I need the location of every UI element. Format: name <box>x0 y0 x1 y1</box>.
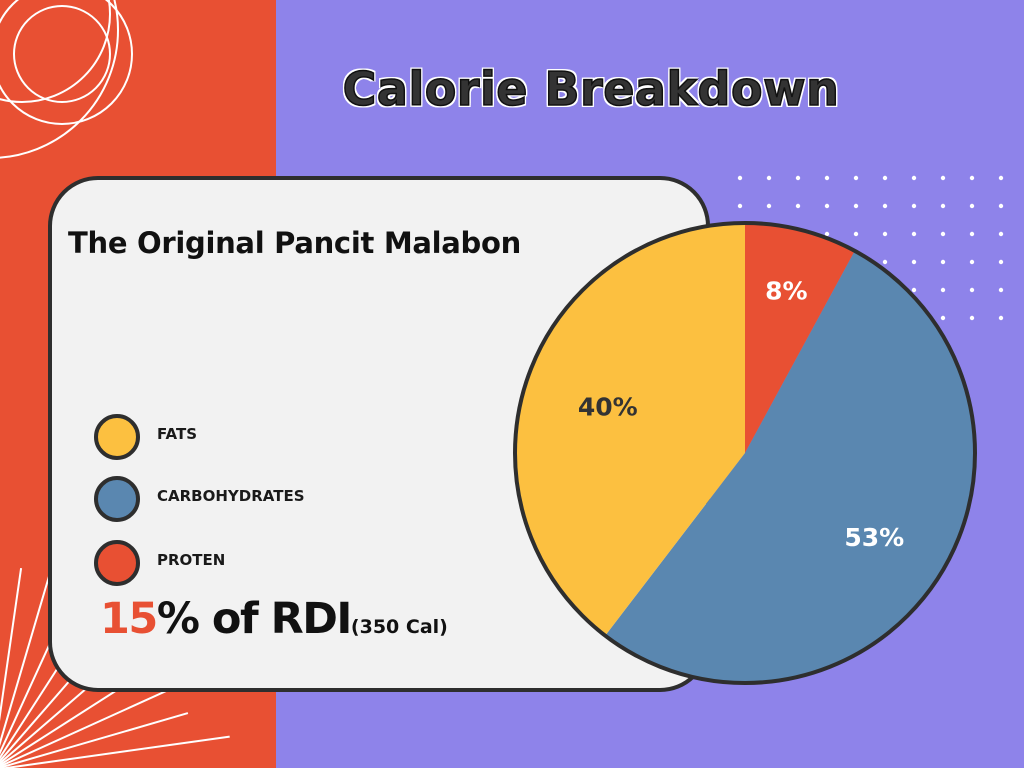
rdi-label: % of RDI <box>156 594 353 644</box>
legend-item-carbohydrates: CARBOHYDRATES <box>94 476 374 522</box>
dish-name: The Original Pancit Malabon <box>68 226 521 260</box>
page-title: Calorie Breakdown <box>342 61 840 117</box>
rdi-summary: 15% of RDI(350 Cal) <box>100 594 448 644</box>
data-label-carbohydrates: 53% <box>844 523 904 552</box>
legend-swatch-carbohydrates <box>94 476 140 522</box>
pie-slice-carbohydrates <box>605 250 976 684</box>
circle-rings-decoration <box>0 0 133 159</box>
pie-slice-fats <box>515 223 745 636</box>
data-label-fats: 40% <box>578 393 638 422</box>
pie-slice-proten <box>745 223 855 453</box>
rdi-calories: (350 Cal) <box>350 616 448 638</box>
legend-item-protein: PROTEN <box>94 540 374 586</box>
legend-label-protein: PROTEN <box>157 551 226 569</box>
legend-swatch-protein <box>94 540 140 586</box>
legend-label-carbohydrates: CARBOHYDRATES <box>157 487 305 505</box>
data-label-proten: 8% <box>765 276 807 305</box>
legend-label-fats: FATS <box>157 425 198 443</box>
legend-swatch-fats <box>94 414 140 460</box>
legend-item-fats: FATS <box>94 414 374 460</box>
rdi-percent: 15 <box>100 594 158 644</box>
pie-outline <box>513 221 977 685</box>
